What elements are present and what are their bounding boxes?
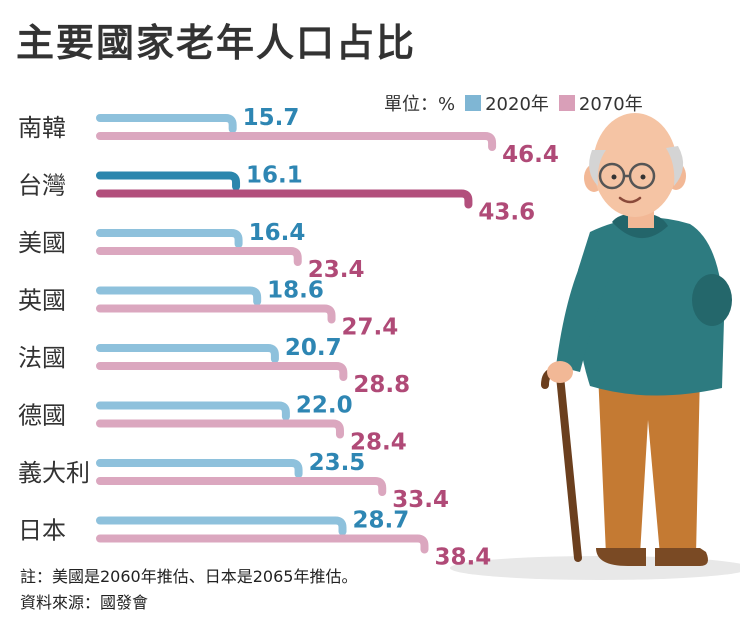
- value-label-2070: 38.4: [434, 545, 491, 571]
- left-shoe: [596, 548, 646, 566]
- bar-2020: [96, 459, 303, 478]
- category-label: 法國: [18, 344, 66, 372]
- legend-swatch-2070: [558, 95, 575, 111]
- value-label-2020: 22.0: [296, 393, 353, 419]
- value-label-2020: 18.6: [267, 278, 324, 304]
- value-label-2070: 28.4: [350, 430, 407, 456]
- bar-2070: [96, 534, 429, 554]
- hair-left: [589, 150, 606, 186]
- bar-2020: [96, 114, 237, 133]
- value-label-2020: 23.5: [309, 450, 366, 476]
- legend-label-2020: 2020年: [485, 94, 549, 115]
- legend-swatch-2020: [465, 95, 482, 111]
- value-label-2070: 28.8: [353, 372, 410, 398]
- right-shoe: [655, 548, 708, 566]
- value-label-2070: 46.4: [502, 142, 559, 168]
- source: 資料來源：國發會: [20, 593, 149, 612]
- legend-item-2070: 2070年: [558, 90, 643, 116]
- category-label: 台灣: [18, 172, 66, 200]
- bar-2020: [96, 344, 279, 363]
- chart-title: 主要國家老年人口占比: [16, 21, 417, 65]
- category-label: 德國: [18, 402, 66, 430]
- category-label: 義大利: [18, 459, 90, 487]
- notes: 註：美國是2060年推估、日本是2065年推估。 資料來源：國發會: [20, 564, 357, 616]
- elbow-patch: [692, 274, 732, 326]
- category-label: 日本: [18, 517, 66, 545]
- category-label: 南韓: [18, 114, 66, 142]
- value-label-2020: 20.7: [285, 335, 342, 361]
- value-label-2020: 28.7: [353, 508, 410, 534]
- sweater: [576, 217, 724, 396]
- value-label-2070: 27.4: [342, 315, 399, 341]
- cane-shaft: [556, 372, 582, 562]
- bar-2070: [96, 419, 344, 439]
- value-label-2020: 16.4: [249, 220, 306, 246]
- value-label-2020: 15.7: [243, 105, 300, 131]
- legend-unit: 單位：%: [384, 94, 456, 115]
- category-label: 美國: [18, 229, 66, 257]
- hair-right: [666, 146, 684, 186]
- value-label-2070: 23.4: [308, 257, 365, 283]
- bar-2070: [96, 477, 387, 496]
- legend: 單位：% 2020年 2070年: [384, 90, 643, 116]
- legend-item-2020: 2020年: [465, 90, 549, 116]
- value-label-2070: 33.4: [392, 487, 449, 513]
- bar-2070: [96, 132, 497, 151]
- bar-2020: [96, 516, 347, 536]
- trousers: [598, 372, 700, 555]
- category-label: 英國: [18, 287, 66, 315]
- bar-2020: [96, 229, 243, 248]
- bar-2020: [96, 171, 241, 191]
- bar-2070: [96, 247, 302, 266]
- bar-2020: [96, 286, 262, 306]
- footnote: 註：美國是2060年推估、日本是2065年推估。: [20, 567, 358, 586]
- eye-left: [611, 174, 617, 180]
- bar-2070: [96, 362, 348, 381]
- mouth: [618, 196, 642, 204]
- value-label-2070: 43.6: [478, 200, 535, 226]
- legend-label-2070: 2070年: [578, 94, 643, 115]
- bar-2070: [96, 304, 336, 324]
- bar-2070: [96, 189, 473, 209]
- bar-2020: [96, 401, 290, 421]
- left-arm: [556, 248, 612, 372]
- eye-right: [640, 174, 646, 180]
- value-label-2020: 16.1: [246, 163, 303, 189]
- hand: [547, 361, 573, 383]
